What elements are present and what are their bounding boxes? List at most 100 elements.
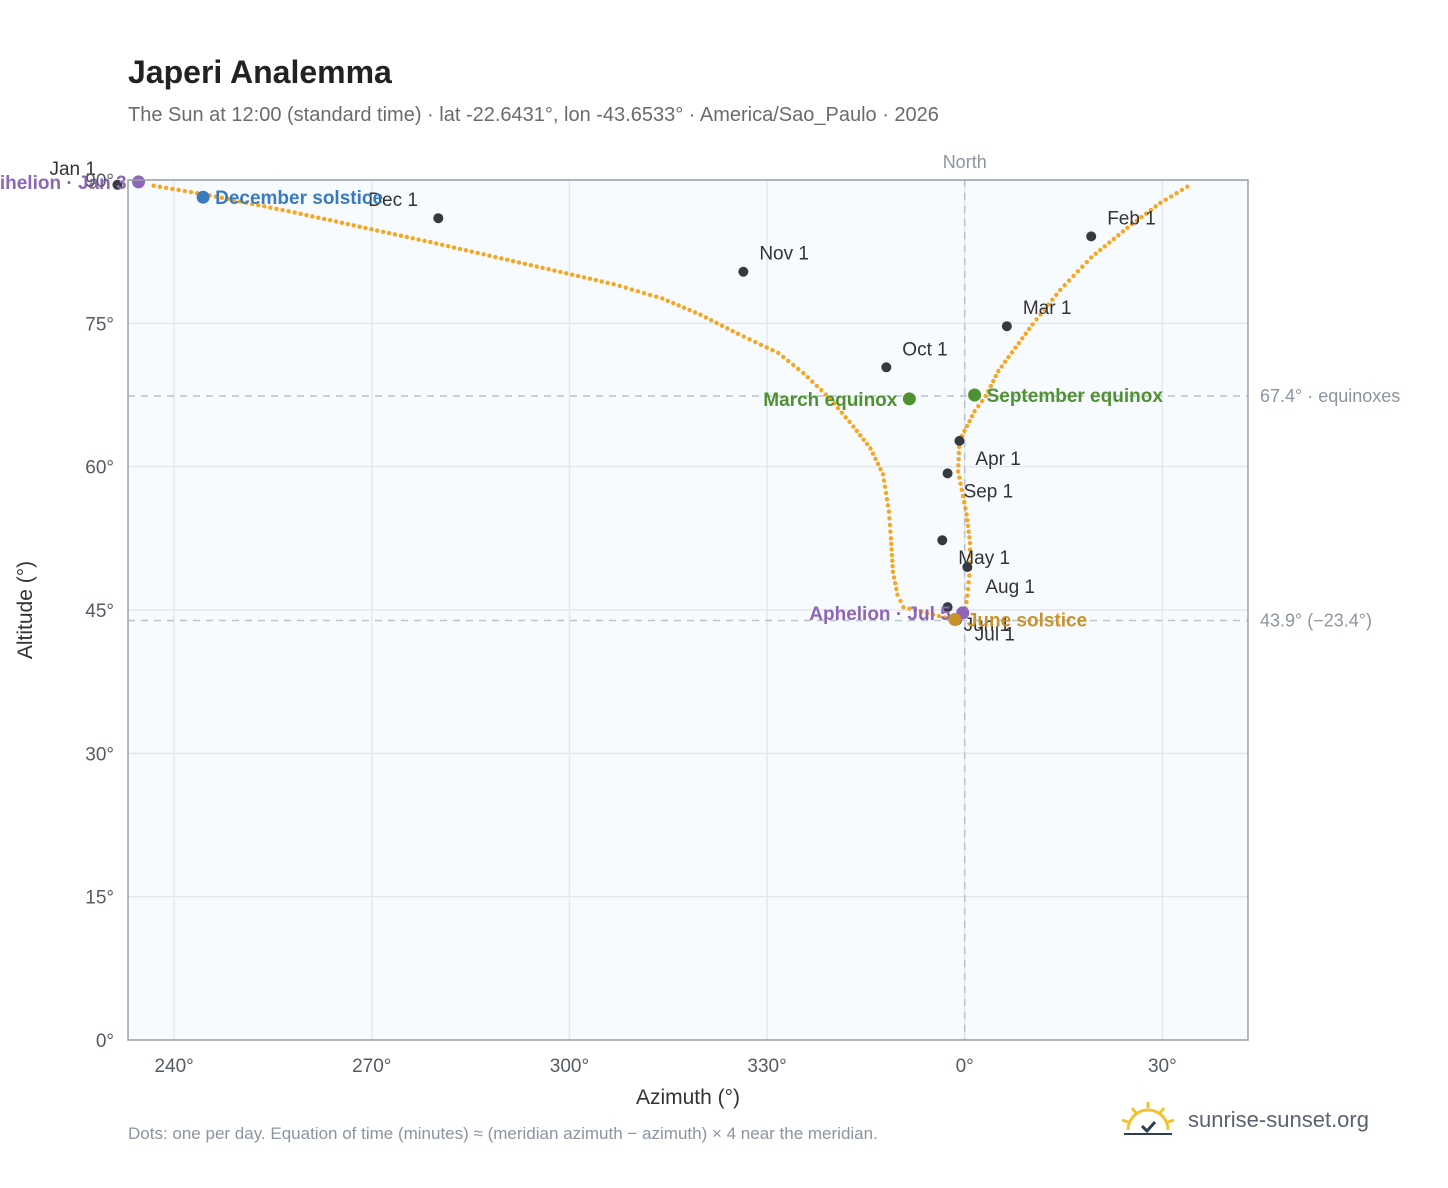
analemma-day-dot [776,350,781,356]
analemma-day-dot [890,569,896,574]
analemma-day-dot [375,228,380,233]
sun-logo-icon [1121,1102,1175,1135]
event-marker-dot [948,613,962,627]
analemma-day-dot [333,219,339,224]
analemma-day-dot [907,606,912,611]
analemma-day-dot [434,241,439,246]
analemma-day-dot [316,215,321,220]
analemma-day-dot [959,487,964,493]
analemma-day-dot [1139,214,1144,220]
analemma-day-dot [569,272,575,277]
analemma-day-dot [1125,225,1130,230]
analemma-day-dot [791,362,796,368]
analemma-day-dot [564,271,569,276]
analemma-day-dot [599,279,604,284]
analemma-day-dot [956,450,962,456]
analemma-day-dot [593,277,599,283]
analemma-day-dot [587,276,593,281]
analemma-day-dot [758,342,764,347]
analemma-day-dot [878,466,883,472]
analemma-day-dot [268,205,273,210]
analemma-day-dot [963,506,968,511]
brand-logo[interactable]: sunrise-sunset.org [1120,1100,1369,1140]
analemma-day-dot [1006,354,1011,360]
analemma-day-dot [898,598,903,604]
x-tick-label: 0° [956,1056,974,1077]
analemma-day-dot [1034,317,1039,322]
analemma-day-dot [889,552,895,558]
analemma-day-dot [505,257,510,262]
analemma-day-dot [753,339,758,345]
axis-ticks: 240° 270° 300° 330° 0° 30° 0° 15° 30° 45° 60° 75° 90… [85,171,1176,1077]
analemma-day-dot [805,375,810,380]
analemma-day-dot [151,183,156,188]
event-marker-dot [196,190,210,204]
chart-subtitle: The Sun at 12:00 (standard time) · lat -… [128,104,939,126]
analemma-day-dot [993,373,999,379]
analemma-day-dot [888,529,893,534]
analemma-day-dot [875,461,881,467]
analemma-day-dot [969,413,975,419]
analemma-day-dot [339,220,345,225]
analemma-day-dot [885,503,891,508]
analemma-day-dot [999,364,1004,369]
analemma-day-dot [493,254,498,260]
analemma-day-dot [357,224,362,229]
analemma-day-dot [274,206,279,212]
event-marker-dot [132,175,146,189]
x-tick-label: 300° [550,1056,589,1077]
analemma-day-dot [665,298,670,304]
analemma-day-dot [764,345,769,350]
analemma-day-dot [170,186,175,192]
analemma-day-dot [725,326,730,331]
event-label: March equinox [763,390,898,411]
month-label: Jul 1 [975,625,1015,646]
analemma-day-dot [747,337,752,342]
reference-line-label: 43.9° (−23.4°) [1260,611,1372,631]
month-marker-dot [881,362,892,373]
analemma-day-dot [887,522,893,528]
analemma-day-dot [237,199,243,204]
analemma-day-dot [1058,287,1063,293]
analemma-day-dot [522,261,528,267]
analemma-day-dot [843,415,848,420]
month-label: Mar 1 [1023,298,1072,319]
month-label: Jan 1 [49,159,95,180]
analemma-day-dot [891,575,897,580]
analemma-day-dot [1084,259,1089,265]
analemma-day-dot [1009,350,1015,355]
analemma-day-dot [623,285,628,290]
analemma-day-dot [641,290,647,296]
analemma-day-dot [854,428,859,434]
analemma-curve [151,183,1190,623]
analemma-day-dot [422,238,427,244]
brand-name: sunrise-sunset.org [1188,1107,1369,1132]
analemma-day-dot [398,233,404,238]
analemma-day-dot [692,310,698,315]
analemma-day-dot [213,194,218,199]
analemma-day-dot [1062,283,1067,288]
analemma-day-dot [888,536,894,541]
analemma-day-dot [924,610,930,616]
analemma-day-dot [1002,359,1008,364]
analemma-day-dot [176,187,181,193]
analemma-day-dot [1144,211,1149,216]
analemma-day-dot [960,493,966,499]
analemma-day-dot [886,509,892,514]
analemma-day-dot [1071,273,1076,279]
analemma-day-dot [889,541,894,547]
analemma-day-dot [369,227,374,232]
analemma-day-dot [1016,340,1022,346]
analemma-day-dot [1054,292,1059,298]
analemma-day-dot [965,523,971,529]
analemma-day-dot [428,239,433,245]
month-label: Jun 1 [964,615,1010,636]
month-label: Oct 1 [902,339,947,360]
analemma-day-dot [972,409,977,414]
analemma-day-dot [219,195,225,200]
analemma-day-dot [919,609,924,614]
analemma-day-dot [351,223,356,228]
analemma-day-dot [475,250,480,256]
analemma-day-dot [786,358,791,364]
analemma-day-dot [654,294,659,299]
